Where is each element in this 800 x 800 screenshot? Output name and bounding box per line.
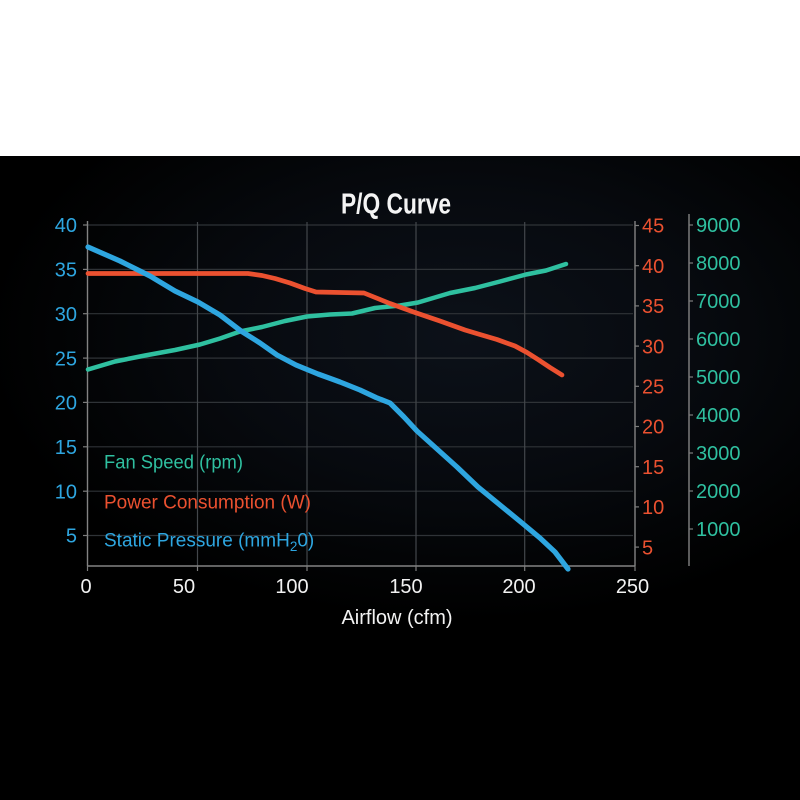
svg-text:15: 15 <box>55 437 77 459</box>
svg-text:150: 150 <box>389 576 422 598</box>
svg-text:Airflow (cfm): Airflow (cfm) <box>341 607 452 629</box>
svg-text:250: 250 <box>616 576 649 598</box>
svg-text:30: 30 <box>642 336 664 358</box>
svg-text:35: 35 <box>55 260 77 282</box>
svg-text:Power Consumption (W): Power Consumption (W) <box>104 493 311 514</box>
svg-text:10: 10 <box>55 481 77 503</box>
svg-text:40: 40 <box>55 215 77 237</box>
svg-text:8000: 8000 <box>696 253 741 275</box>
svg-text:200: 200 <box>502 576 535 598</box>
svg-text:10: 10 <box>642 497 664 519</box>
svg-text:5: 5 <box>66 526 77 548</box>
svg-text:15: 15 <box>642 457 664 479</box>
svg-text:9000: 9000 <box>696 215 741 237</box>
svg-text:4000: 4000 <box>696 405 741 427</box>
svg-text:1000: 1000 <box>696 519 741 541</box>
svg-text:20: 20 <box>55 393 77 415</box>
svg-text:50: 50 <box>173 576 195 598</box>
svg-text:5: 5 <box>642 537 653 559</box>
svg-text:0: 0 <box>80 576 91 598</box>
svg-text:35: 35 <box>642 296 664 318</box>
svg-text:3000: 3000 <box>696 443 741 465</box>
svg-text:45: 45 <box>642 216 664 238</box>
svg-text:7000: 7000 <box>696 291 741 313</box>
svg-text:2000: 2000 <box>696 481 741 503</box>
svg-text:30: 30 <box>55 304 77 326</box>
svg-text:6000: 6000 <box>696 329 741 351</box>
svg-text:Fan Speed (rpm): Fan Speed (rpm) <box>104 453 243 474</box>
svg-text:20: 20 <box>642 417 664 439</box>
svg-text:Static Pressure (mmH20): Static Pressure (mmH20) <box>104 531 314 555</box>
svg-text:25: 25 <box>642 377 664 399</box>
svg-text:25: 25 <box>55 348 77 370</box>
svg-text:P/Q Curve: P/Q Curve <box>341 189 451 221</box>
svg-text:40: 40 <box>642 256 664 278</box>
svg-text:5000: 5000 <box>696 367 741 389</box>
svg-text:100: 100 <box>275 576 308 598</box>
